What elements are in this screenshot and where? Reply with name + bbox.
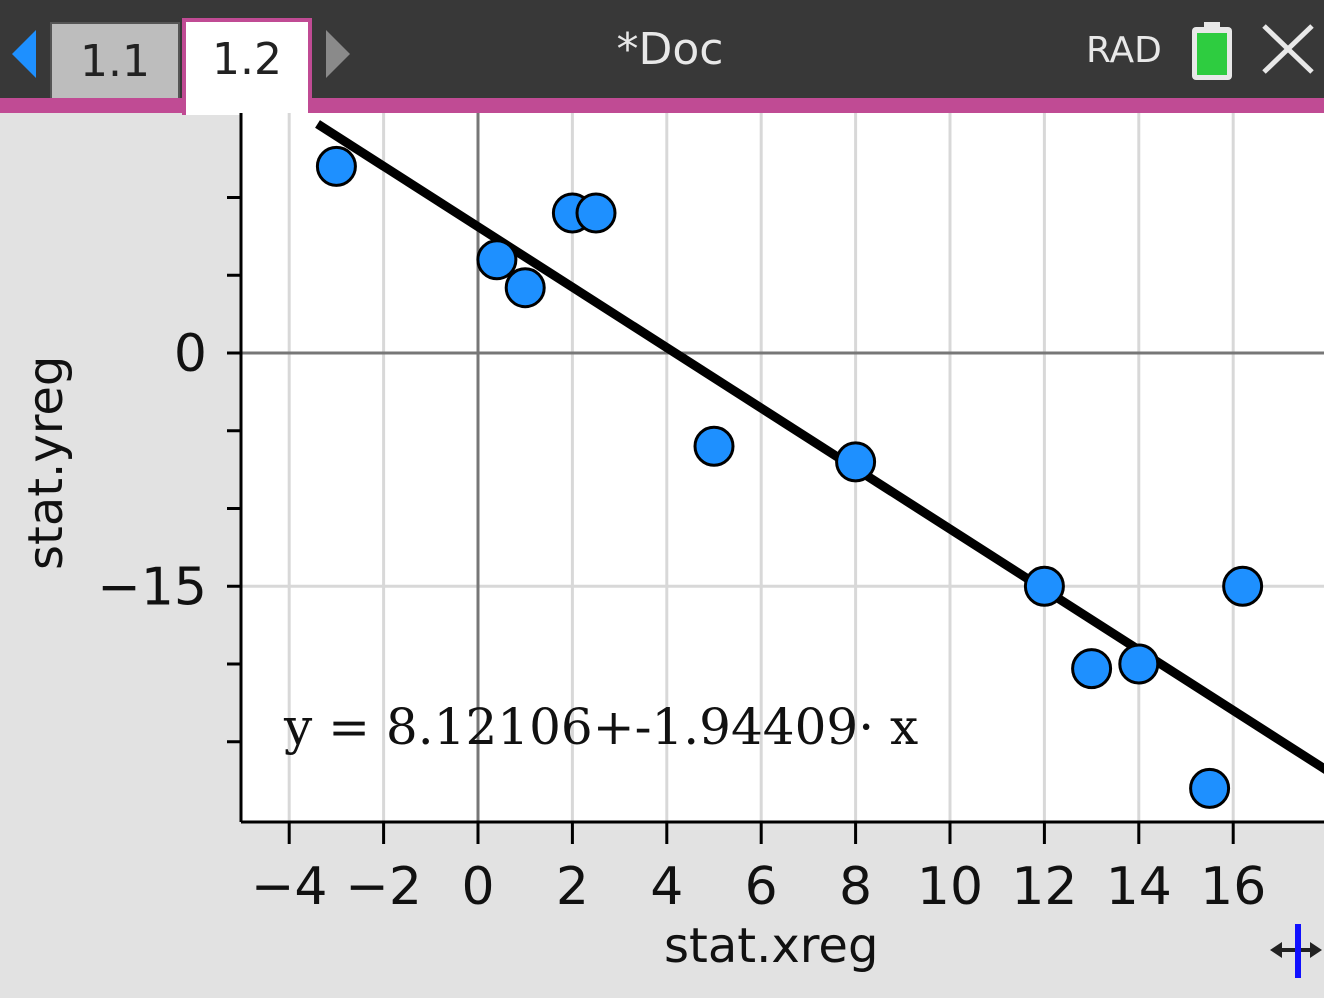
data-point <box>575 192 617 234</box>
x-tick-label: 16 <box>1200 857 1266 917</box>
scatter-plot[interactable]: −4 −2 0 2 4 6 8 10 12 14 16 0 −15 <box>0 113 1324 994</box>
nav-right-arrow-icon[interactable] <box>322 28 354 84</box>
data-point <box>1023 565 1065 607</box>
data-point <box>1189 767 1231 809</box>
x-tick-label: 6 <box>745 857 778 917</box>
graph-area[interactable]: −4 −2 0 2 4 6 8 10 12 14 16 0 −15 <box>0 113 1324 994</box>
x-tick-label: 4 <box>650 857 683 917</box>
y-tick-label: 0 <box>174 324 207 384</box>
y-tick-label: −15 <box>97 557 207 617</box>
x-tick-label: 2 <box>556 857 589 917</box>
data-point <box>504 267 546 309</box>
plot-background <box>241 113 1324 822</box>
data-point <box>835 441 877 483</box>
data-point <box>476 239 518 281</box>
data-point <box>315 145 357 187</box>
document-title: *Doc <box>616 24 724 75</box>
angle-mode-indicator: RAD <box>1086 30 1162 71</box>
x-tick-label: 12 <box>1011 857 1077 917</box>
data-point <box>1222 565 1264 607</box>
x-tick-label: −2 <box>345 857 422 917</box>
data-point <box>693 425 735 467</box>
nav-left-arrow-icon[interactable] <box>8 28 40 84</box>
x-axis-label[interactable]: stat.xreg <box>664 918 879 974</box>
regression-equation[interactable]: y = 8.12106+-1.94409· x <box>284 698 919 756</box>
y-axis-label[interactable]: stat.yreg <box>18 355 74 570</box>
x-tick-label: 14 <box>1106 857 1172 917</box>
page-indicator-bar <box>0 98 1324 113</box>
close-icon[interactable] <box>1260 24 1316 80</box>
data-point <box>1071 648 1113 690</box>
pan-cursor-icon <box>1268 920 1324 984</box>
tab-1-1[interactable]: 1.1 <box>50 22 180 98</box>
x-tick-label: −4 <box>251 857 328 917</box>
x-tick-label: 8 <box>839 857 872 917</box>
tab-1-2[interactable]: 1.2 <box>182 18 312 115</box>
battery-icon <box>1190 22 1234 86</box>
x-tick-label: 0 <box>461 857 494 917</box>
data-point <box>1118 643 1160 685</box>
x-tick-label: 10 <box>917 857 983 917</box>
